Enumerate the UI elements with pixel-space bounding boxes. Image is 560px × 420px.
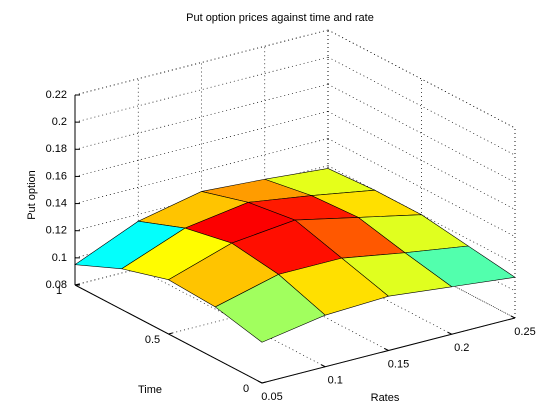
surface-patch bbox=[214, 274, 326, 343]
axis-line bbox=[261, 317, 516, 384]
z-tick-label: 0.2 bbox=[52, 116, 67, 128]
y-axis-label: Time bbox=[138, 384, 162, 396]
x-tick-label: 0.05 bbox=[261, 391, 282, 403]
z-tick-label: 0.22 bbox=[46, 89, 67, 101]
x-tick-label: 0.1 bbox=[328, 375, 343, 387]
z-tick-label: 0.1 bbox=[52, 252, 67, 264]
axis-line bbox=[74, 284, 263, 384]
x-axis-label: Rates bbox=[371, 392, 400, 404]
x-tick-label: 0.25 bbox=[514, 326, 535, 338]
x-tick-label: 0.15 bbox=[388, 358, 409, 370]
z-axis-label: Put option bbox=[26, 170, 38, 220]
z-tick-label: 0.14 bbox=[46, 197, 67, 209]
z-tick-label: 0.18 bbox=[46, 143, 67, 155]
z-tick-label: 0.12 bbox=[46, 225, 67, 237]
z-tick-label: 0.08 bbox=[46, 279, 67, 291]
chart-title: Put option prices against time and rate bbox=[186, 12, 374, 24]
y-tick-label: 0 bbox=[243, 383, 249, 395]
z-tick-label: 0.16 bbox=[46, 170, 67, 182]
y-tick-label: 1 bbox=[56, 285, 62, 297]
x-tick-label: 0.2 bbox=[454, 342, 469, 354]
y-tick-label: 0.5 bbox=[145, 334, 160, 346]
